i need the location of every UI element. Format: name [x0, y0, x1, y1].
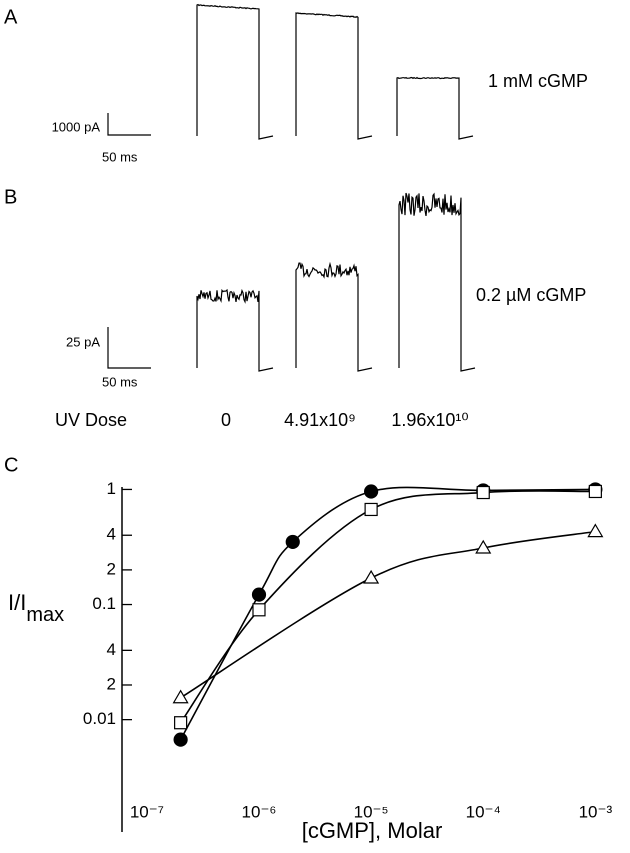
point: [252, 603, 266, 617]
point: [476, 485, 490, 500]
point: [251, 587, 267, 602]
scale-current: 25 pA: [66, 334, 100, 349]
point: [174, 716, 188, 730]
point: [285, 534, 300, 550]
current-trace: [396, 76, 474, 140]
x-tick-label: 10⁻³: [579, 802, 613, 821]
fit-curve: [180, 530, 596, 699]
point: [172, 689, 189, 704]
y-axis-label-main: I/I: [8, 590, 26, 615]
y-axis-label: I/Imax: [8, 590, 64, 626]
fit-curve: [179, 486, 596, 741]
y-tick-label: 0.01: [83, 709, 116, 728]
current-trace: [398, 192, 476, 372]
condition: 1 mM cGMP: [488, 71, 588, 91]
y-tick-label: 2: [107, 674, 116, 693]
x-tick-label: 10⁻⁶: [242, 802, 277, 821]
dose-label: 4.91x10⁹: [284, 410, 356, 430]
y-tick-label: 0.1: [92, 594, 116, 613]
fit-curve: [179, 490, 596, 724]
panel-label: C: [4, 454, 18, 476]
point: [588, 484, 602, 499]
current-trace: [196, 3, 274, 140]
point: [173, 732, 188, 747]
x-tick-label: 10⁻⁴: [466, 802, 501, 821]
current-trace: [295, 261, 373, 372]
x-tick-label: 10⁻⁷: [130, 802, 164, 821]
dose-title: UV Dose: [55, 410, 127, 430]
y-tick-label: 4: [107, 640, 116, 659]
current-trace: [295, 12, 373, 140]
x-tick-label: 10⁻⁵: [354, 802, 389, 821]
point: [587, 523, 604, 538]
dose-label: 0: [221, 410, 231, 430]
scale-time: 50 ms: [102, 374, 138, 389]
scale-current: 1000 pA: [52, 119, 101, 134]
y-axis-label-sub: max: [26, 604, 64, 626]
dose-label: 1.96x10¹⁰: [391, 410, 468, 430]
y-tick-label: 2: [107, 559, 116, 578]
panel-label: A: [4, 6, 18, 28]
scale-bar: [107, 113, 151, 136]
point: [363, 569, 380, 584]
point: [364, 502, 378, 517]
y-tick-label: 1: [107, 479, 116, 498]
condition: 0.2 µM cGMP: [476, 285, 586, 305]
current-trace: [196, 288, 274, 372]
y-tick-label: 4: [107, 525, 116, 544]
panel-label: B: [4, 186, 17, 208]
point: [475, 539, 492, 554]
scale-time: 50 ms: [102, 149, 138, 164]
x-axis-label: [cGMP], Molar: [302, 818, 443, 843]
scale-bar: [107, 327, 151, 369]
point: [364, 484, 379, 499]
